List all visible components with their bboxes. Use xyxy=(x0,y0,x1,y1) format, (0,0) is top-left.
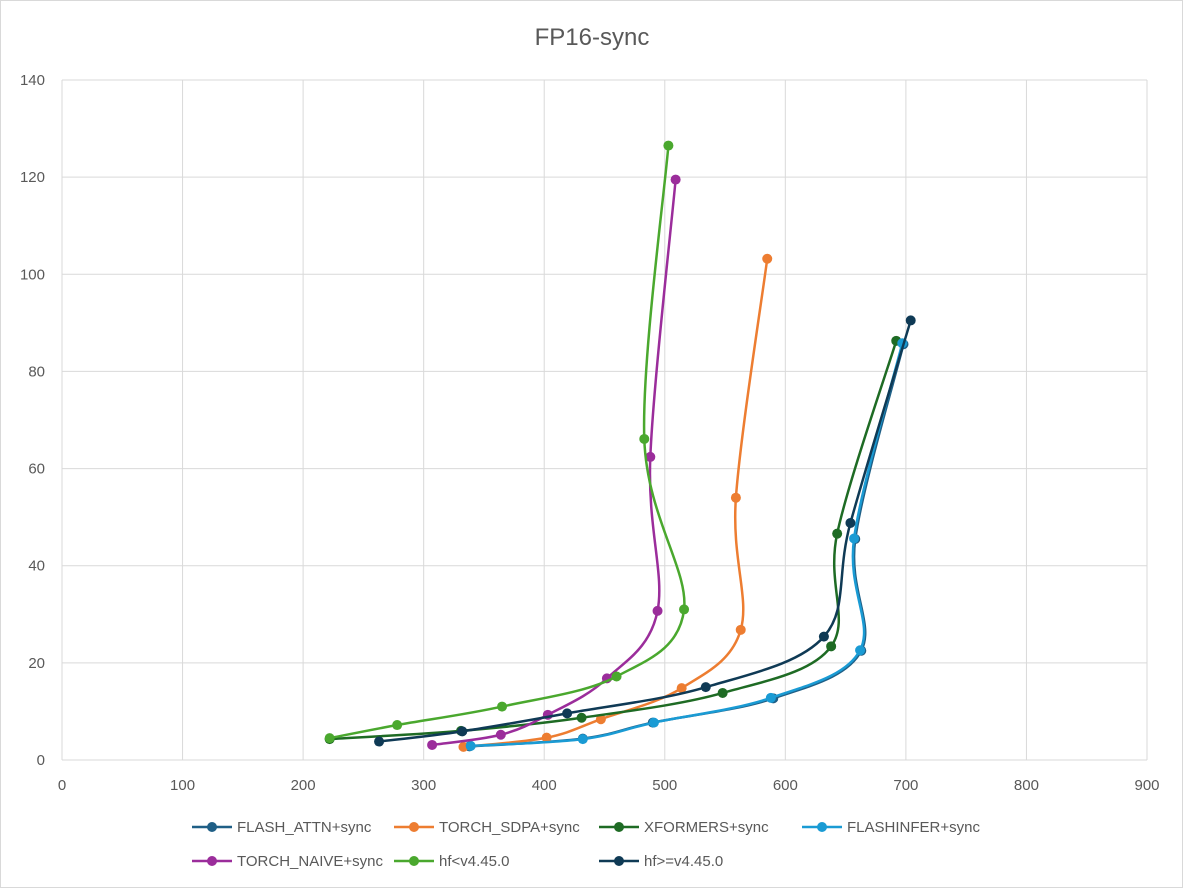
data-point xyxy=(730,492,741,503)
data-point xyxy=(905,315,916,326)
series-5 xyxy=(324,140,690,744)
data-point xyxy=(639,433,650,444)
data-point xyxy=(576,712,587,723)
y-tick-label: 20 xyxy=(28,655,45,672)
y-tick-label: 140 xyxy=(20,72,45,89)
series-6 xyxy=(374,315,916,747)
data-point xyxy=(577,734,588,745)
data-point xyxy=(663,140,674,151)
legend-item: FLASHINFER+sync xyxy=(802,819,980,836)
legend-marker xyxy=(817,822,827,832)
y-tick-label: 100 xyxy=(20,266,45,283)
data-point xyxy=(457,726,468,737)
data-point xyxy=(670,174,681,185)
data-point xyxy=(735,624,746,635)
legend: FLASH_ATTN+sync TORCH_SDPA+sync XFORMERS+s… xyxy=(192,819,980,870)
legend-marker xyxy=(614,822,624,832)
x-tick-label: 700 xyxy=(893,777,918,794)
tick-labels: 0 100 200 300 400 500 600 700 800 900 0 20 40 60 80 100… xyxy=(20,72,1160,794)
x-tick-label: 500 xyxy=(652,777,677,794)
data-point xyxy=(374,736,385,747)
grid xyxy=(61,79,1148,761)
data-point xyxy=(427,739,438,750)
y-tick-label: 120 xyxy=(20,169,45,186)
series-line xyxy=(431,179,677,747)
x-tick-label: 0 xyxy=(58,777,66,794)
data-point xyxy=(595,714,606,725)
chart-title: FP16-sync xyxy=(535,24,650,51)
y-tick-label: 0 xyxy=(37,752,45,769)
legend-item: FLASH_ATTN+sync xyxy=(192,819,372,836)
x-tick-label: 200 xyxy=(291,777,316,794)
data-point xyxy=(652,605,663,616)
x-tick-label: 400 xyxy=(532,777,557,794)
data-point xyxy=(717,687,728,698)
legend-marker xyxy=(207,822,217,832)
data-point xyxy=(676,683,687,694)
data-point xyxy=(762,253,773,264)
data-point xyxy=(562,708,573,719)
legend-marker xyxy=(409,856,419,866)
data-point xyxy=(832,528,843,539)
data-point xyxy=(700,682,711,693)
data-point xyxy=(849,533,860,544)
data-point xyxy=(541,732,552,743)
data-point xyxy=(324,733,335,744)
legend-label: TORCH_SDPA+sync xyxy=(439,819,580,836)
y-tick-label: 60 xyxy=(28,461,45,478)
legend-marker xyxy=(614,856,624,866)
legend-item: TORCH_NAIVE+sync xyxy=(192,853,384,870)
series-lines xyxy=(324,140,916,752)
series-3 xyxy=(465,338,908,751)
data-point xyxy=(818,631,829,642)
legend-label: TORCH_NAIVE+sync xyxy=(237,853,384,870)
data-point xyxy=(495,729,506,740)
legend-marker xyxy=(207,856,217,866)
x-tick-label: 300 xyxy=(411,777,436,794)
legend-label: XFORMERS+sync xyxy=(644,819,769,836)
data-point xyxy=(679,604,690,615)
data-point xyxy=(497,701,508,712)
series-line xyxy=(329,145,686,740)
data-point xyxy=(855,645,866,656)
data-point xyxy=(648,717,659,728)
data-point xyxy=(465,740,476,751)
legend-label: FLASH_ATTN+sync xyxy=(237,819,372,836)
legend-label: hf<v4.45.0 xyxy=(439,853,509,870)
series-0 xyxy=(464,339,909,752)
data-point xyxy=(611,671,622,682)
legend-item: hf<v4.45.0 xyxy=(394,853,509,870)
data-point xyxy=(392,720,403,731)
series-1 xyxy=(458,253,773,752)
series-line xyxy=(378,320,912,743)
x-tick-label: 100 xyxy=(170,777,195,794)
data-point xyxy=(765,692,776,703)
legend-label: hf>=v4.45.0 xyxy=(644,853,723,870)
legend-label: FLASHINFER+sync xyxy=(847,819,980,836)
legend-item: XFORMERS+sync xyxy=(599,819,769,836)
data-point xyxy=(826,641,837,652)
x-tick-label: 600 xyxy=(773,777,798,794)
data-point xyxy=(845,517,856,528)
legend-item: TORCH_SDPA+sync xyxy=(394,819,580,836)
y-tick-label: 80 xyxy=(28,363,45,380)
x-tick-label: 800 xyxy=(1014,777,1039,794)
data-point xyxy=(645,451,656,462)
y-tick-label: 40 xyxy=(28,558,45,575)
x-tick-label: 900 xyxy=(1134,777,1159,794)
legend-marker xyxy=(409,822,419,832)
legend-item: hf>=v4.45.0 xyxy=(599,853,723,870)
